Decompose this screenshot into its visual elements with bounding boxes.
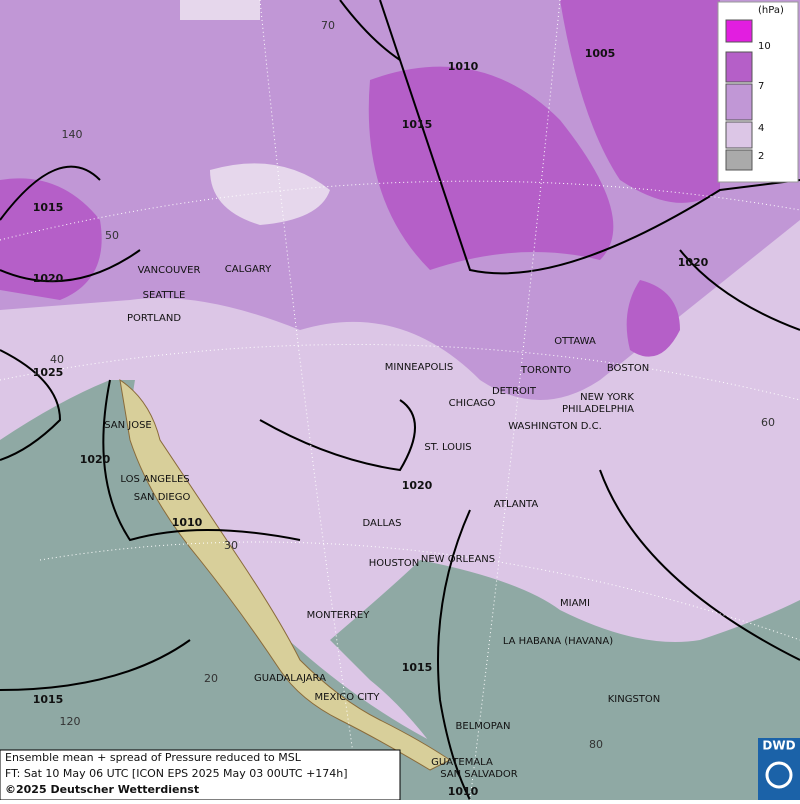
logo: DWD	[758, 738, 800, 800]
isobar-label: 1005	[585, 47, 616, 60]
city-label: GUADALAJARA	[254, 673, 326, 684]
city-label: ATLANTA	[494, 499, 539, 510]
city-label: MIAMI	[560, 598, 590, 609]
spread-low	[180, 0, 330, 225]
city-label: MONTERREY	[307, 610, 371, 621]
city-label: SAN SALVADOR	[440, 769, 517, 780]
ocean	[0, 380, 800, 800]
city-label: OTTAWA	[554, 336, 596, 347]
city-label: WASHINGTON D.C.	[508, 421, 602, 432]
legend-unit: (hPa)	[758, 5, 784, 16]
isobar-label: 1015	[33, 201, 64, 214]
footer: Ensemble mean + spread of Pressure reduc…	[0, 749, 401, 801]
isobar-label: 1020	[80, 453, 111, 466]
city-label: KINGSTON	[608, 694, 661, 705]
graticule-label: 80	[589, 738, 603, 751]
isobar-label: 1015	[402, 661, 433, 674]
isobar-label: 1020	[678, 256, 709, 269]
spread-high	[0, 0, 720, 357]
graticule-label: 50	[105, 229, 119, 242]
isobar-label: 1010	[448, 785, 479, 798]
legend-label: 4	[758, 123, 764, 134]
city-label: BOSTON	[607, 363, 649, 374]
graticule-label: 140	[62, 128, 83, 141]
footer-line: Ensemble mean + spread of Pressure reduc…	[5, 751, 302, 764]
city-label: TORONTO	[520, 365, 571, 376]
city-label: MEXICO CITY	[315, 692, 381, 703]
city-label: PORTLAND	[127, 313, 181, 324]
city-label: SEATTLE	[143, 290, 186, 301]
city-label: VANCOUVER	[138, 265, 201, 276]
isobar-label: 1015	[33, 693, 64, 706]
city-label: GUATEMALA	[431, 757, 493, 768]
city-label: ST. LOUIS	[424, 442, 471, 453]
isobar-label: 1020	[402, 479, 433, 492]
isobar-label: 1025	[33, 366, 64, 379]
isobar-label: 1015	[402, 118, 433, 131]
city-label: CALGARY	[225, 264, 272, 275]
graticule-label: 120	[60, 715, 81, 728]
city-label: PHILADELPHIA	[562, 404, 634, 415]
city-label: MINNEAPOLIS	[385, 362, 453, 373]
graticule-label: 20	[204, 672, 218, 685]
city-label: DETROIT	[492, 386, 537, 397]
legend-label: 7	[758, 81, 764, 92]
legend-label: 2	[758, 151, 764, 162]
city-label: LA HABANA (HAVANA)	[503, 636, 613, 647]
graticule-label: 60	[761, 416, 775, 429]
graticule-label: 40	[50, 353, 64, 366]
legend: (hPa)	[717, 1, 799, 183]
logo-text: DWD	[762, 739, 795, 753]
footer-line: ©2025 Deutscher Wetterdienst	[5, 783, 199, 796]
city-label: NEW ORLEANS	[421, 554, 495, 565]
city-label: SAN JOSE	[104, 420, 152, 431]
city-label: NEW YORK	[580, 392, 634, 403]
isobar-label: 1010	[172, 516, 203, 529]
mexico-terrain	[119, 378, 451, 771]
graticule-label: 30	[224, 539, 238, 552]
footer-line: FT: Sat 10 May 06 UTC [ICON EPS 2025 May…	[5, 767, 348, 780]
city-label: LOS ANGELES	[120, 474, 189, 485]
isobar-label: 1010	[448, 60, 479, 73]
city-label: BELMOPAN	[456, 721, 511, 732]
city-label: CHICAGO	[449, 398, 496, 409]
city-label: DALLAS	[363, 518, 402, 529]
city-label: SAN DIEGO	[134, 492, 191, 503]
legend-label: 10	[758, 41, 771, 52]
graticule-label: 70	[321, 19, 335, 32]
isobar-label: 1020	[33, 272, 64, 285]
city-label: HOUSTON	[369, 558, 420, 569]
